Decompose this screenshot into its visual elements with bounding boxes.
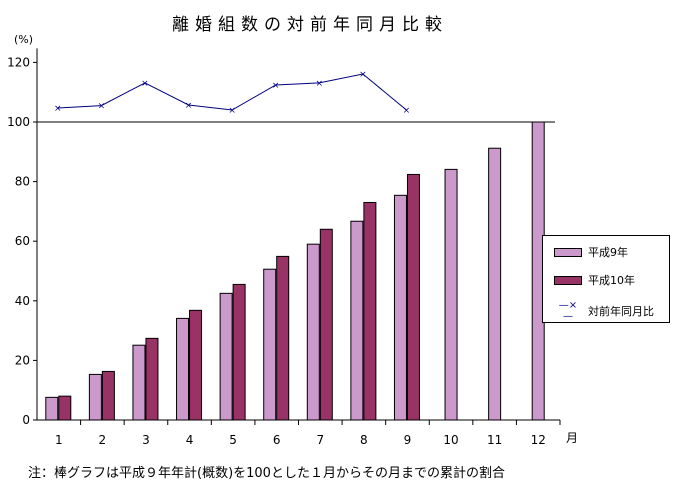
- chart-title: 離婚組数の対前年同月比較: [172, 15, 448, 35]
- legend-item-h9: 平成9年: [554, 244, 628, 260]
- bar-h10-8: [363, 201, 377, 421]
- bar-h10-1: [58, 395, 72, 421]
- ratio-marker-9: ×: [403, 106, 411, 116]
- bar-h9-3: [132, 344, 146, 421]
- bar-h9-5: [219, 292, 233, 421]
- x-tick-label: 6: [273, 433, 281, 447]
- y-tick-label: 60: [15, 234, 30, 248]
- ratio-marker-4: ×: [185, 101, 193, 111]
- y-tick-label: 100: [7, 115, 30, 129]
- bar-h9-8: [350, 220, 364, 421]
- bar-h9-2: [88, 373, 102, 421]
- legend: 平成9年 平成10年 —×— 対前年同月比: [542, 235, 670, 323]
- legend-swatch-h9: [554, 247, 582, 257]
- x-tick-label: 4: [186, 433, 194, 447]
- ratio-marker-3: ×: [141, 79, 149, 89]
- bar-h10-5: [232, 283, 246, 421]
- bar-h9-11: [488, 147, 502, 421]
- y-tick-label: 120: [7, 55, 30, 69]
- legend-label-ratio: 対前年同月比: [588, 305, 654, 318]
- x-tick-label: 2: [99, 433, 107, 447]
- y-tick-label: 20: [15, 353, 30, 367]
- footnote: 注：棒グラフは平成９年年計(概数)を100とした１月からその月までの累計の割合: [28, 466, 505, 481]
- ratio-marker-6: ×: [272, 81, 280, 91]
- x-tick-label: 1: [55, 433, 63, 447]
- bar-h10-9: [406, 173, 420, 421]
- x-tick-label: 12: [531, 433, 546, 447]
- y-tick-label: 80: [15, 175, 30, 189]
- legend-label-h10: 平成10年: [588, 274, 635, 287]
- bar-h9-9: [393, 194, 407, 421]
- x-tick-label: 11: [487, 433, 502, 447]
- ratio-marker-2: ×: [98, 102, 106, 112]
- legend-line-marker-icon: —×—: [558, 300, 578, 322]
- y-tick-label: 40: [15, 294, 30, 308]
- x-tick-label: 9: [404, 433, 412, 447]
- bar-h9-1: [45, 396, 59, 421]
- bar-h10-2: [101, 370, 115, 421]
- ratio-marker-5: ×: [228, 106, 236, 116]
- x-tick-label: 7: [316, 433, 324, 447]
- x-tick-label: 10: [443, 433, 458, 447]
- bar-h10-6: [276, 255, 290, 421]
- legend-label-h9: 平成9年: [588, 246, 628, 259]
- x-tick-label: 3: [142, 433, 150, 447]
- ratio-marker-8: ×: [359, 70, 367, 80]
- legend-swatch-h10: [554, 275, 582, 285]
- bar-h10-3: [145, 337, 159, 421]
- bar-h9-10: [444, 168, 458, 421]
- bar-h9-6: [263, 268, 277, 421]
- legend-item-h10: 平成10年: [554, 272, 635, 288]
- y-axis-unit: (%): [14, 33, 34, 46]
- x-tick-label: 8: [360, 433, 368, 447]
- bar-h9-4: [176, 317, 190, 421]
- ratio-marker-7: ×: [316, 79, 324, 89]
- ratio-marker-1: ×: [54, 104, 62, 114]
- bar-h10-4: [189, 309, 203, 421]
- bar-h9-7: [306, 243, 320, 421]
- bar-h10-7: [319, 228, 333, 421]
- y-tick-label: 0: [22, 413, 30, 427]
- x-axis-label: 月: [566, 431, 578, 445]
- x-tick-label: 5: [229, 433, 237, 447]
- ratio-line: [57, 73, 407, 111]
- legend-item-ratio: —×— 対前年同月比: [554, 300, 654, 322]
